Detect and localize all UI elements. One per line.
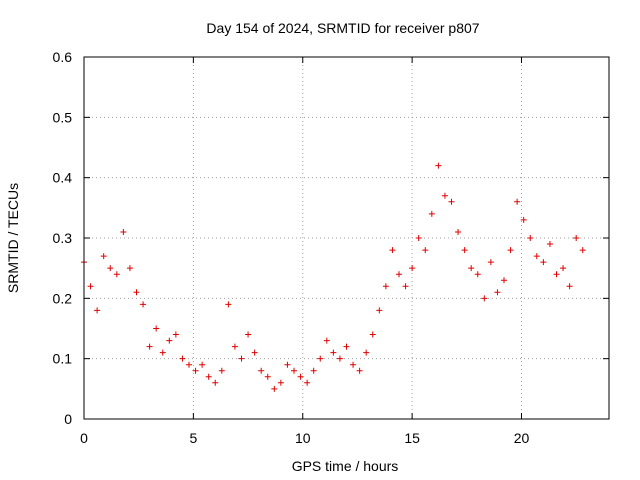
y-tick-label: 0: [64, 411, 72, 427]
data-point: [199, 361, 206, 368]
data-point: [218, 367, 225, 374]
x-tick-label: 15: [404, 430, 420, 446]
data-point: [113, 271, 120, 278]
data-point: [336, 355, 343, 362]
plot-frame: [83, 56, 610, 420]
data-point: [87, 283, 94, 290]
grid-lines: [84, 57, 609, 419]
data-point: [566, 283, 573, 290]
data-point: [350, 361, 357, 368]
data-point: [553, 271, 560, 278]
data-point: [205, 373, 212, 380]
data-point: [376, 307, 383, 314]
data-point: [212, 379, 219, 386]
y-tick-label: 0.5: [53, 109, 73, 125]
data-point: [172, 331, 179, 338]
data-point: [369, 331, 376, 338]
data-point: [356, 367, 363, 374]
data-point: [153, 325, 160, 332]
y-tick-label: 0.6: [53, 49, 73, 65]
data-point: [297, 373, 304, 380]
data-point: [94, 307, 101, 314]
data-point: [494, 289, 501, 296]
data-point: [448, 198, 455, 205]
data-point: [271, 385, 278, 392]
data-point: [107, 265, 114, 272]
data-point: [323, 337, 330, 344]
data-point: [396, 271, 402, 278]
data-points: [81, 162, 586, 392]
data-point: [140, 301, 147, 308]
data-point: [310, 367, 317, 374]
x-tick-label: 10: [295, 430, 311, 446]
data-point: [264, 373, 271, 380]
data-point: [120, 228, 127, 235]
data-point: [579, 247, 586, 254]
data-point: [474, 271, 481, 278]
data-point: [133, 289, 140, 296]
y-tick-label: 0.3: [53, 230, 73, 246]
data-point: [520, 216, 527, 223]
data-point: [487, 259, 494, 266]
data-point: [468, 265, 475, 272]
data-point: [560, 265, 567, 272]
x-tick-label: 0: [80, 430, 88, 446]
data-point: [455, 228, 462, 235]
data-point: [159, 349, 166, 356]
data-point: [245, 331, 252, 338]
axis-tick-labels: 0 5 10 15 20 0 0.1 0.2 0.3 0.4 0.5 0.6: [53, 49, 530, 446]
data-point: [231, 343, 238, 350]
data-point: [533, 253, 540, 260]
chart-title: Day 154 of 2024, SRMTID for receiver p80…: [206, 20, 479, 36]
data-point: [343, 343, 350, 350]
data-point: [291, 367, 297, 374]
data-point: [100, 253, 107, 260]
data-point: [527, 235, 534, 241]
data-point: [179, 355, 186, 362]
data-point: [330, 349, 337, 356]
data-point: [461, 247, 468, 254]
data-point: [435, 162, 442, 169]
data-point: [422, 247, 429, 254]
data-point: [441, 192, 448, 199]
y-tick-label: 0.4: [53, 170, 73, 186]
data-point: [546, 241, 553, 248]
x-tick-label: 20: [514, 430, 530, 446]
x-axis-label: GPS time / hours: [292, 458, 399, 474]
data-point: [238, 355, 245, 362]
data-point: [573, 235, 580, 241]
y-axis-label: SRMTID / TECUs: [5, 183, 21, 293]
data-point: [192, 367, 199, 374]
data-point: [277, 379, 284, 386]
data-point: [382, 283, 389, 290]
data-point: [251, 349, 258, 356]
data-point: [166, 337, 173, 344]
data-point: [146, 343, 153, 350]
data-point: [284, 361, 291, 368]
data-point: [507, 247, 514, 254]
data-point: [363, 349, 370, 356]
data-point: [501, 277, 507, 284]
data-point: [389, 247, 396, 254]
data-point: [481, 295, 488, 302]
data-point: [415, 235, 422, 241]
data-point: [317, 355, 324, 362]
data-point: [540, 259, 547, 266]
data-point: [258, 367, 265, 374]
y-tick-label: 0.1: [53, 351, 73, 367]
data-point: [186, 361, 192, 368]
data-point: [304, 379, 311, 386]
data-point: [428, 210, 435, 217]
data-point: [514, 198, 521, 205]
data-point: [126, 265, 133, 272]
data-point: [225, 301, 232, 308]
data-point: [402, 283, 409, 290]
data-point: [409, 265, 416, 272]
x-tick-label: 5: [189, 430, 197, 446]
y-tick-label: 0.2: [53, 290, 73, 306]
